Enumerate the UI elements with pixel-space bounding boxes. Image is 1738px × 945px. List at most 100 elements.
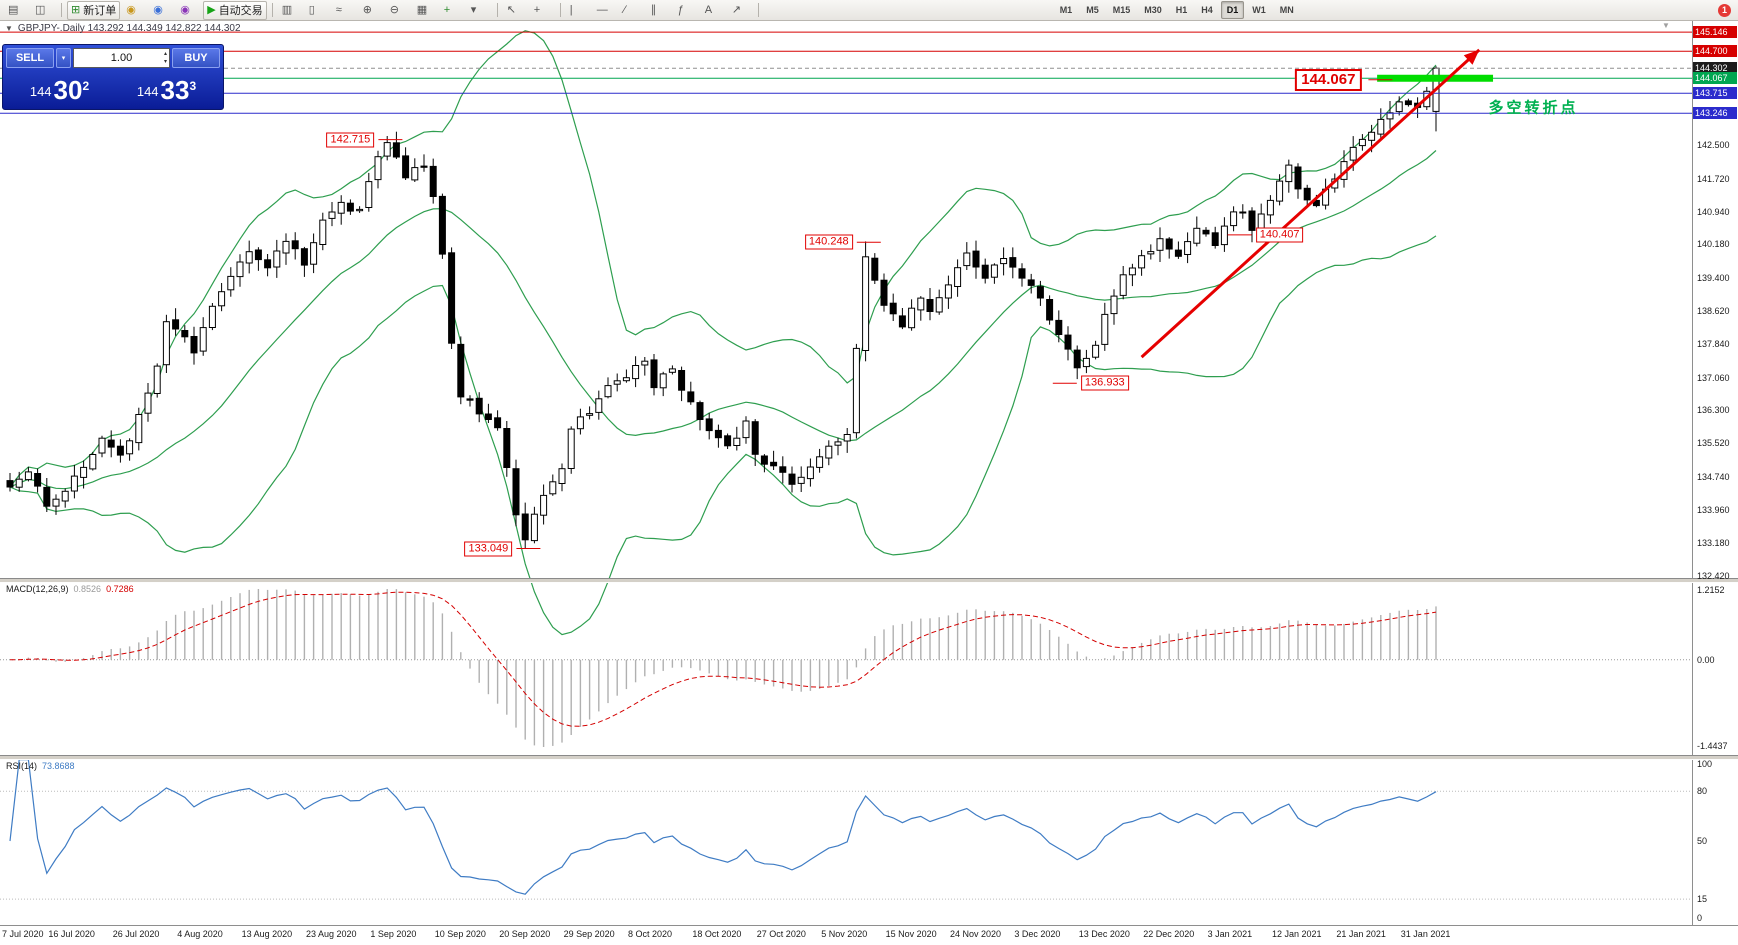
candles	[6, 66, 1440, 549]
candles-chart-button[interactable]: ▯	[305, 1, 330, 20]
macd-name: MACD(12,26,9)	[6, 584, 69, 594]
bollinger-middle-band	[9, 150, 1437, 490]
rsi-axis-label: 80	[1697, 786, 1708, 797]
price-axis-label: 134.740	[1697, 471, 1730, 482]
arrows-button[interactable]: ↗	[728, 1, 753, 20]
timeframe-m15-button[interactable]: M15	[1112, 5, 1131, 15]
community-button[interactable]: ◉	[149, 1, 174, 20]
time-axis[interactable]	[0, 925, 1738, 945]
price-annotation-140.248[interactable]: 140.248	[804, 234, 853, 250]
cursor-button[interactable]: ↖	[503, 1, 528, 20]
spinner-up-icon[interactable]: ▴	[163, 51, 167, 57]
price-tag-143.246: 143.246	[1693, 107, 1737, 120]
timeframe-h4-button[interactable]: H4	[1201, 5, 1213, 15]
buy-price[interactable]: 144 33 3	[113, 68, 220, 106]
price-tag-145.146: 145.146	[1693, 26, 1737, 39]
trendline-button[interactable]: ∕	[620, 1, 645, 20]
panel-splitter-macd[interactable]	[0, 578, 1738, 583]
zoom-in-icon: ⊕	[362, 3, 372, 16]
crosshair-button[interactable]: +	[530, 1, 555, 20]
price-annotation-142.715[interactable]: 142.715	[326, 132, 375, 148]
date-axis-label: 31 Jan 2021	[1400, 929, 1451, 939]
date-axis-label: 1 Sep 2020	[370, 929, 417, 939]
periods-icon: ▾	[470, 3, 477, 16]
community-icon: ◉	[153, 3, 163, 16]
trendline-icon: ∕	[623, 3, 626, 16]
tile-windows-icon: ▦	[416, 3, 428, 16]
date-axis-label: 24 Nov 2020	[950, 929, 1002, 939]
zoom-in-button[interactable]: ⊕	[359, 1, 384, 20]
price-annotation-144.067[interactable]: 144.067	[1295, 68, 1362, 91]
mobile-app-button[interactable]: ◉	[176, 1, 201, 20]
volume-dropdown[interactable]: ▾	[56, 48, 71, 68]
vertical-line-button[interactable]: |	[566, 1, 591, 20]
add-indicator-button[interactable]: +	[440, 1, 465, 20]
timeframe-w1-button[interactable]: W1	[1252, 5, 1266, 15]
volume-spinner[interactable]: ▴ ▾	[164, 50, 167, 66]
vertical-line-icon: |	[569, 3, 573, 16]
sell-price-prefix: 144	[29, 84, 52, 99]
volume-value: 1.00	[110, 52, 133, 64]
autotrading-icon: ▶	[207, 3, 216, 16]
channel-button[interactable]: ∥	[647, 1, 672, 20]
price-annotation-140.407[interactable]: 140.407	[1255, 227, 1304, 243]
panel-splitter-rsi[interactable]	[0, 755, 1738, 760]
horizontal-line-button[interactable]: ―	[593, 1, 618, 20]
sell-button[interactable]: SELL	[6, 48, 54, 68]
macd-histogram	[18, 589, 1437, 747]
notifications-badge[interactable]: 1	[1718, 3, 1731, 17]
timeframe-mn-button[interactable]: MN	[1279, 5, 1294, 15]
timeframe-m1-button[interactable]: M1	[1059, 5, 1073, 15]
text-button[interactable]: A	[701, 1, 726, 20]
periods-button[interactable]: ▾	[467, 1, 492, 20]
chart-shift-marker-icon[interactable]: ▼	[1662, 21, 1670, 30]
zoom-out-button[interactable]: ⊖	[386, 1, 411, 20]
new-order-icon: ⊞	[71, 3, 81, 16]
turning-point-note[interactable]: 多空转折点	[1488, 99, 1579, 117]
price-axis-label: 140.180	[1697, 239, 1730, 250]
date-axis-label: 3 Jan 2021	[1207, 929, 1253, 939]
timeframe-m5-button[interactable]: M5	[1086, 5, 1099, 15]
timeframe-h1-button[interactable]: H1	[1175, 5, 1188, 15]
price-axis-label: 139.400	[1697, 272, 1730, 283]
mql5-button[interactable]: ◉	[122, 1, 147, 20]
one-click-collapse-icon[interactable]: ▼	[5, 24, 13, 33]
mql5-icon: ◉	[126, 3, 136, 16]
sell-price-big: 30	[53, 75, 83, 105]
candles-chart-icon: ▯	[308, 3, 315, 16]
crosshair-icon: +	[533, 3, 541, 16]
toolbar-separator	[61, 3, 62, 17]
bars-chart-button[interactable]: ▥	[278, 1, 303, 20]
date-axis-label: 3 Dec 2020	[1014, 929, 1061, 939]
price-annotation-133.049[interactable]: 133.049	[464, 541, 513, 557]
price-tag-144.700: 144.700	[1693, 45, 1737, 58]
fibonacci-button[interactable]: ƒ	[674, 1, 699, 20]
line-chart-icon: ≈	[335, 3, 342, 16]
date-axis-label: 8 Oct 2020	[628, 929, 673, 939]
price-axis-label: 133.960	[1697, 505, 1730, 516]
buy-button[interactable]: BUY	[172, 48, 220, 68]
cursor-icon: ↖	[506, 3, 516, 16]
bollinger-bands	[9, 30, 1437, 636]
profiles-button[interactable]: ◫	[31, 1, 56, 20]
date-axis-label: 23 Aug 2020	[306, 929, 357, 939]
price-tag-144.067: 144.067	[1693, 72, 1737, 85]
timeframe-m30-button[interactable]: M30	[1144, 5, 1162, 15]
tile-windows-button[interactable]: ▦	[413, 1, 438, 20]
new-order-button[interactable]: ⊞ 新订单	[67, 0, 121, 20]
autotrading-button[interactable]: ▶ 自动交易	[203, 0, 267, 20]
date-axis-label: 20 Sep 2020	[499, 929, 551, 939]
fibonacci-icon: ƒ	[677, 3, 684, 16]
trend-arrow[interactable]	[1140, 48, 1481, 359]
spinner-down-icon[interactable]: ▾	[163, 59, 167, 65]
rsi-axis-label: 100	[1697, 759, 1713, 769]
sell-price[interactable]: 144 30 2	[6, 68, 113, 106]
new-chart-button[interactable]: ▤	[4, 1, 29, 20]
rsi-value: 73.8688	[42, 761, 75, 771]
volume-field[interactable]: 1.00 ▴ ▾	[73, 48, 170, 68]
price-annotation-136.933[interactable]: 136.933	[1080, 375, 1129, 391]
timeframe-d1-button[interactable]: D1	[1220, 1, 1245, 19]
line-chart-button[interactable]: ≈	[332, 1, 357, 20]
price-axis[interactable]	[1692, 20, 1738, 925]
